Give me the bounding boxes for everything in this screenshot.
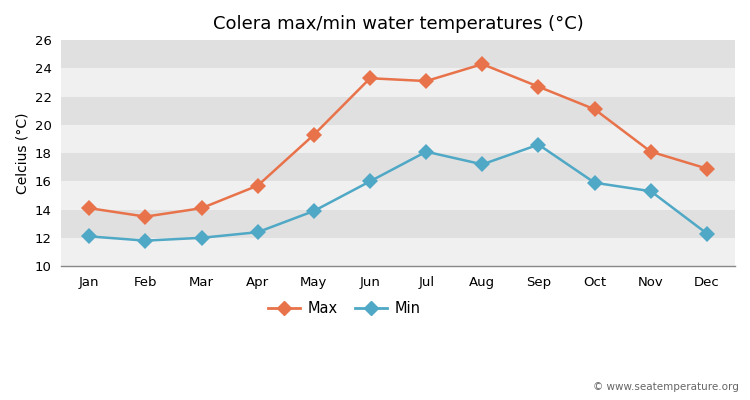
Text: © www.seatemperature.org: © www.seatemperature.org	[592, 382, 739, 392]
Bar	[62, 40, 735, 68]
Bar	[62, 210, 735, 238]
Bar	[62, 68, 735, 96]
Bar	[62, 153, 735, 181]
Bar	[62, 125, 735, 153]
Bar	[62, 181, 735, 210]
Bar	[62, 238, 735, 266]
Bar	[62, 96, 735, 125]
Y-axis label: Celcius (°C): Celcius (°C)	[15, 112, 29, 194]
Title: Colera max/min water temperatures (°C): Colera max/min water temperatures (°C)	[213, 15, 584, 33]
Legend: Max, Min: Max, Min	[262, 295, 426, 322]
